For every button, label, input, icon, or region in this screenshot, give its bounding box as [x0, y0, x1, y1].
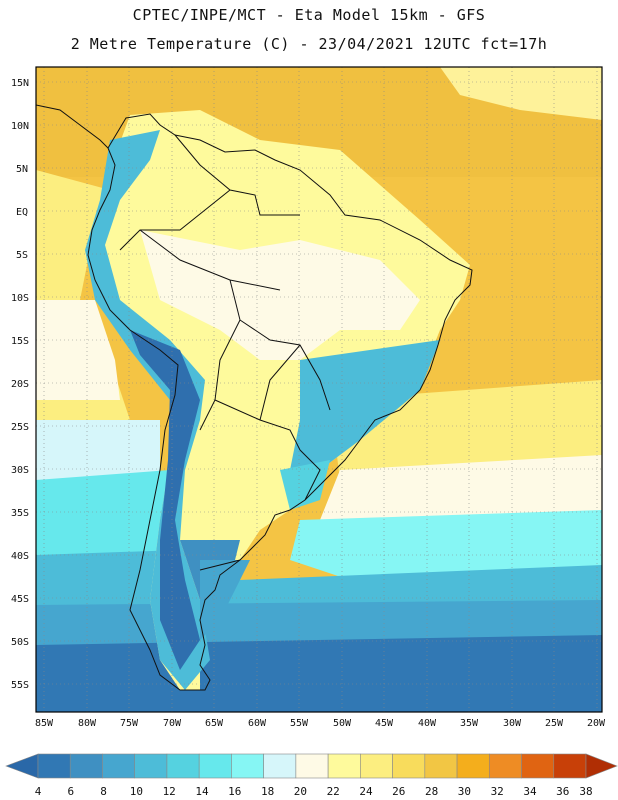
- lon-label: 70W: [163, 718, 182, 729]
- colorbar-cell: [263, 753, 297, 779]
- colorbar-label: 30: [458, 785, 471, 798]
- colorbar-label: 34: [523, 785, 537, 798]
- lat-label: 25S: [11, 422, 29, 433]
- lon-labels: 85W 80W 75W 70W 65W 60W 55W 50W 45W 40W …: [35, 718, 606, 729]
- lat-label: 10N: [11, 121, 29, 132]
- colorbar-label: 32: [491, 785, 504, 798]
- colorbar-cell: [102, 753, 136, 779]
- lon-label: 80W: [78, 718, 97, 729]
- coastlines-borders: [36, 104, 473, 691]
- colorbar-cell: [166, 753, 200, 779]
- lat-label: 15S: [11, 336, 29, 347]
- lat-label: 10S: [11, 293, 29, 304]
- colorbar-cell: [456, 753, 490, 779]
- colorbar-cell: [553, 753, 587, 779]
- lon-label: 50W: [333, 718, 352, 729]
- colorbar-cell: [198, 753, 232, 779]
- colorbar: [5, 753, 618, 779]
- colorbar-cell: [231, 753, 264, 779]
- colorbar-label: 18: [261, 785, 274, 798]
- lon-label: 60W: [248, 718, 267, 729]
- colorbar-label: 10: [130, 785, 143, 798]
- colorbar-cell: [69, 753, 103, 779]
- lat-label: 30S: [11, 465, 29, 476]
- lon-label: 35W: [460, 718, 479, 729]
- colorbar-label: 28: [425, 785, 438, 798]
- colorbar-cell: [327, 753, 361, 779]
- lon-label: 20W: [587, 718, 606, 729]
- colorbar-label: 6: [67, 785, 74, 798]
- colorbar-cell: [134, 753, 168, 779]
- lat-labels: 15N 10N 5N EQ 5S 10S 15S 20S 25S 30S 35S…: [11, 78, 29, 691]
- lon-label: 85W: [35, 718, 54, 729]
- colorbar-label: 14: [195, 785, 209, 798]
- lat-label: 5N: [16, 164, 28, 175]
- lat-label: 20S: [11, 379, 29, 390]
- colorbar-cell: [424, 753, 458, 779]
- colorbar-label: 22: [327, 785, 340, 798]
- temperature-field: [36, 67, 602, 712]
- lat-label: 50S: [11, 637, 29, 648]
- colorbar-label: 16: [228, 785, 241, 798]
- lat-label: 5S: [16, 250, 28, 261]
- colorbar-label: 36: [556, 785, 569, 798]
- chart-title-line2: 2 Metre Temperature (C) - 23/04/2021 12U…: [70, 35, 548, 53]
- map-frame: [35, 66, 603, 713]
- colorbar-cell: [521, 753, 555, 779]
- colorbar-label: 12: [163, 785, 176, 798]
- colorbar-label: 24: [359, 785, 373, 798]
- lat-label: 40S: [11, 551, 29, 562]
- colorbar-label: 38: [579, 785, 592, 798]
- lon-label: 75W: [120, 718, 139, 729]
- colorbar-cell: [360, 753, 393, 779]
- lon-label: 25W: [545, 718, 564, 729]
- colorbar-label: 26: [392, 785, 405, 798]
- chart-title-line1: CPTEC/INPE/MCT - Eta Model 15km - GFS: [132, 6, 486, 24]
- colorbar-right-arrow: [585, 753, 618, 779]
- colorbar-labels: 4 6 8 10 12 14 16 18 20 22 24 26 28 30 3…: [35, 785, 593, 798]
- colorbar-label: 8: [100, 785, 107, 798]
- lon-label: 40W: [418, 718, 437, 729]
- lon-label: 55W: [290, 718, 309, 729]
- lat-label: 35S: [11, 508, 29, 519]
- lon-label: 65W: [205, 718, 224, 729]
- colorbar-cell: [488, 753, 522, 779]
- lat-label: 45S: [11, 594, 29, 605]
- colorbar-cell: [37, 753, 71, 779]
- colorbar-label: 4: [35, 785, 42, 798]
- lat-label: 15N: [11, 78, 29, 89]
- colorbar-label: 20: [294, 785, 307, 798]
- south-america-coastline: [87, 113, 473, 691]
- colorbar-cell: [295, 753, 329, 779]
- lon-label: 45W: [375, 718, 394, 729]
- lon-label: 30W: [503, 718, 522, 729]
- colorbar-left-arrow: [5, 753, 39, 779]
- central-america-coastline: [36, 104, 109, 149]
- country-borders: [119, 134, 331, 571]
- lat-label: 55S: [11, 680, 29, 691]
- colorbar-cell: [392, 753, 426, 779]
- lat-label: EQ: [16, 207, 28, 218]
